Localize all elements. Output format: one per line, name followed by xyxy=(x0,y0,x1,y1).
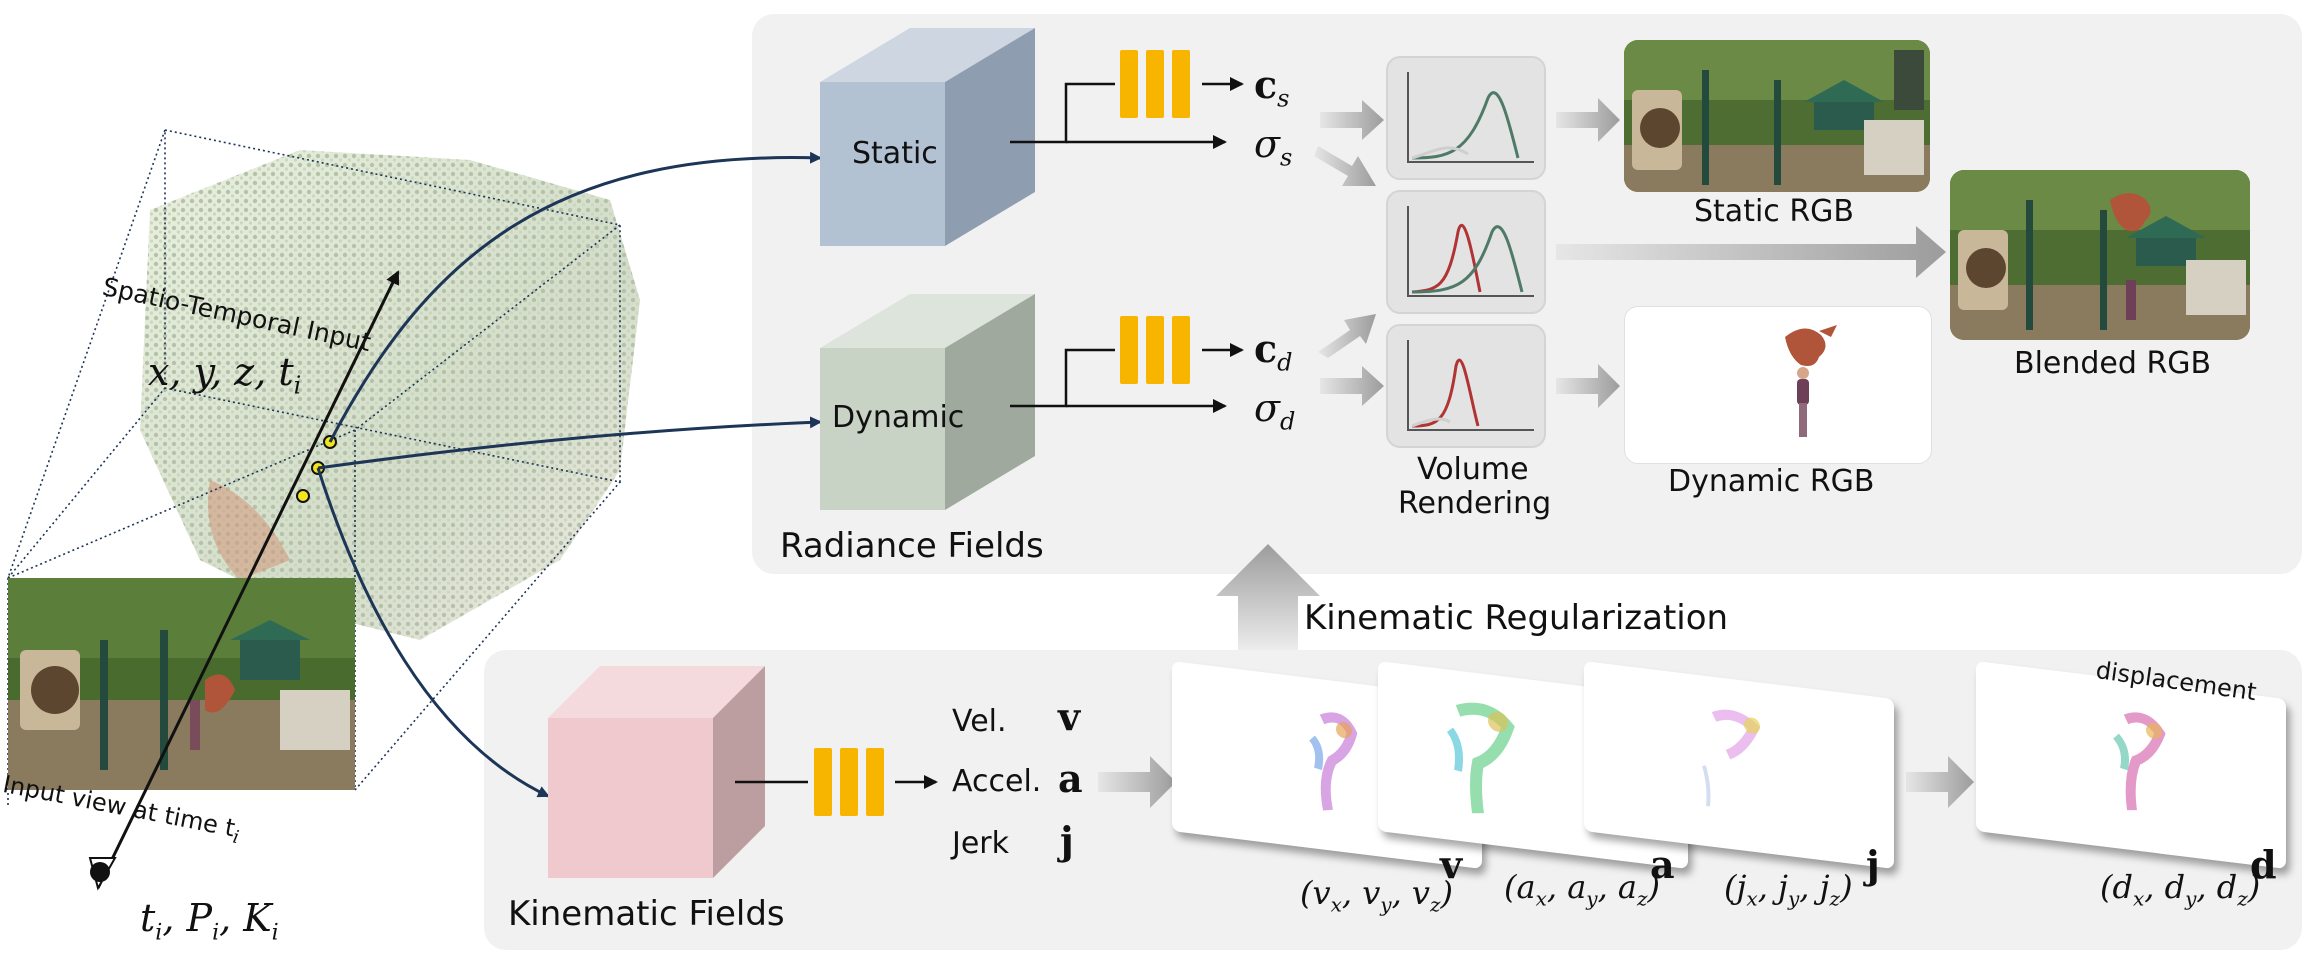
arrow-to-static xyxy=(328,151,822,443)
input-view-image xyxy=(8,578,355,790)
arrow-sigmad-to-vr xyxy=(1320,366,1384,406)
kinematic-cube xyxy=(548,666,765,878)
arrow-regularization xyxy=(1216,544,1320,650)
kinematic-fields-title: Kinematic Fields xyxy=(508,894,785,934)
arrow-to-dynamic xyxy=(317,416,822,470)
card-v-symbol: v xyxy=(1440,842,1463,887)
color-dynamic: cd xyxy=(1254,326,1293,377)
kinematic-regularization-title: Kinematic Regularization xyxy=(1304,598,1729,638)
density-dynamic: σd xyxy=(1254,386,1296,436)
jerk-symbol: j xyxy=(1060,818,1074,863)
jerk-components: (jx, jy, jz) xyxy=(1724,868,1853,911)
density-static: σs xyxy=(1254,122,1293,172)
dynamic-label: Dynamic xyxy=(832,400,965,435)
dynamic-cube xyxy=(820,294,1035,510)
vr-dynamic xyxy=(1386,324,1546,448)
dynamic-rgb-label: Dynamic RGB xyxy=(1668,464,1875,499)
vr-static xyxy=(1386,56,1546,180)
arrow-to-static-rgb xyxy=(1556,98,1620,142)
jerk-label: Jerk xyxy=(952,826,1010,861)
color-static: cs xyxy=(1254,62,1290,113)
card-a-symbol: a xyxy=(1650,842,1675,887)
dynamic-rgb-image xyxy=(1624,306,1932,464)
static-rgb-label: Static RGB xyxy=(1694,194,1854,229)
jerk-card xyxy=(1584,660,1894,870)
card-j-symbol: j xyxy=(1866,842,1880,887)
card-d-symbol: d xyxy=(2250,842,2277,887)
velocity-card xyxy=(1172,660,1482,870)
accel-symbol: a xyxy=(1058,756,1083,801)
volume-rendering-label-2: Rendering xyxy=(1398,486,1552,521)
radiance-fields-title: Radiance Fields xyxy=(780,526,1044,566)
vr-combined xyxy=(1386,190,1546,314)
blended-rgb-image xyxy=(1950,170,2250,340)
arrow-to-blended-rgb xyxy=(1556,226,1946,278)
acceleration-card xyxy=(1378,660,1688,870)
velocity-components: (vx, vy, vz) xyxy=(1300,874,1454,917)
accel-label: Accel. xyxy=(952,764,1042,799)
vel-symbol: v xyxy=(1058,694,1081,739)
arrow-cs-to-vr xyxy=(1320,100,1384,140)
displacement-components: (dx, dy, dz) xyxy=(2100,868,2261,911)
arrow-to-displacement xyxy=(1906,756,1974,808)
input-coords: x, y, z, ti xyxy=(148,350,302,400)
volume-rendering-label-1: Volume xyxy=(1417,452,1529,487)
displacement-card xyxy=(1976,660,2286,870)
mlp-dynamic xyxy=(1120,316,1190,384)
arrow-sigmas-to-vr xyxy=(1314,146,1376,186)
static-cube xyxy=(820,28,1035,246)
vel-label: Vel. xyxy=(952,704,1007,739)
camera-params: ti, Pi, Ki xyxy=(140,896,279,946)
static-rgb-image xyxy=(1624,40,1930,192)
blended-rgb-label: Blended RGB xyxy=(2014,346,2212,381)
mlp-static xyxy=(1120,50,1190,118)
arrow-to-velocity xyxy=(1098,756,1176,808)
mlp-kinematic xyxy=(814,748,884,816)
static-label: Static xyxy=(852,136,938,171)
point-cloud xyxy=(140,150,640,640)
arrow-to-kinematic xyxy=(316,467,550,798)
acceleration-components: (ax, ay, az) xyxy=(1504,868,1661,911)
arrow-cd-to-vr xyxy=(1318,314,1376,358)
arrow-to-dynamic-rgb xyxy=(1556,364,1620,408)
